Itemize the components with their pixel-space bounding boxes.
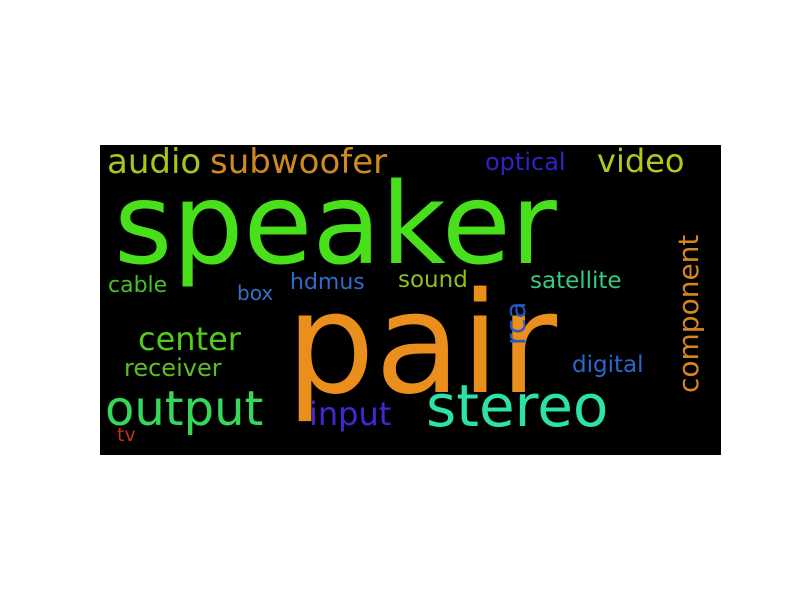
word-video: video <box>597 145 685 180</box>
word-center: center <box>138 320 241 358</box>
word-audio: audio <box>107 145 202 182</box>
word-speaker: speaker <box>114 160 557 290</box>
word-satellite: satellite <box>530 268 622 294</box>
word-digital: digital <box>572 352 644 378</box>
word-pair: pair <box>286 263 558 426</box>
word-receiver: receiver <box>124 354 222 382</box>
word-optical: optical <box>485 148 566 176</box>
word-sound: sound <box>398 267 468 293</box>
word-hdmus: hdmus <box>290 270 365 295</box>
word-subwoofer: subwoofer <box>210 145 388 182</box>
word-cable: cable <box>108 273 168 298</box>
word-cloud: speaker pair stereo output subwoofer aud… <box>100 145 721 455</box>
word-tv: tv <box>117 424 136 446</box>
word-rca: rca <box>499 301 532 345</box>
word-box: box <box>237 281 274 305</box>
word-stereo: stereo <box>426 372 609 440</box>
word-input: input <box>309 395 392 433</box>
word-output: output <box>105 381 264 437</box>
word-component: component <box>672 234 705 393</box>
